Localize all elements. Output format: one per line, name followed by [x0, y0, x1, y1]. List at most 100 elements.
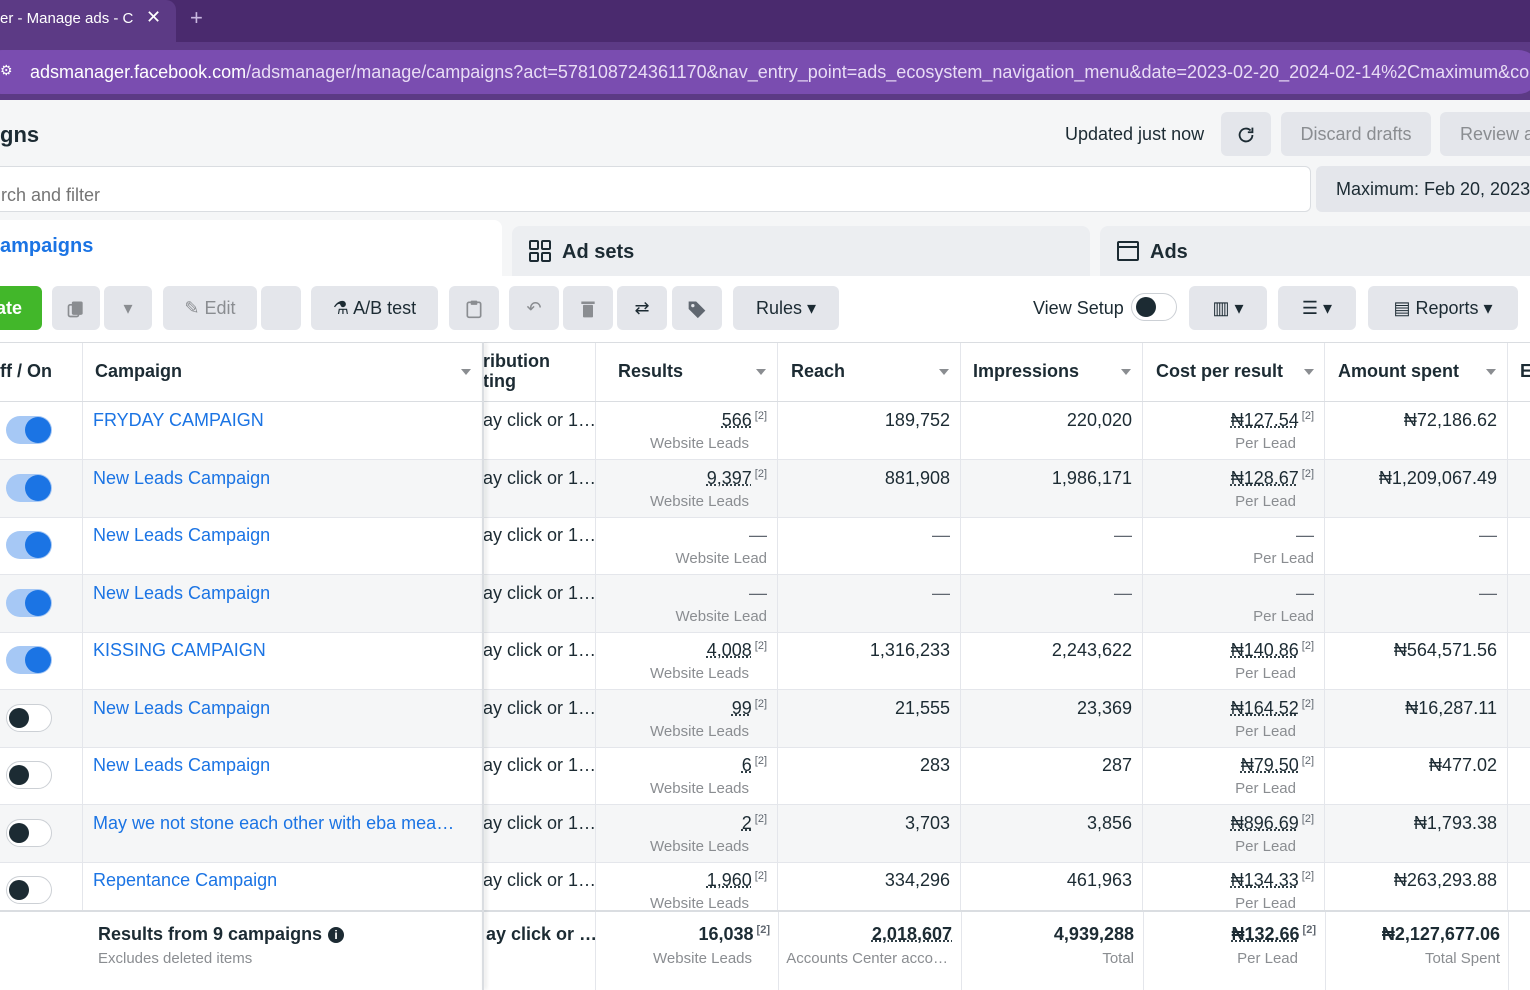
reports-dropdown[interactable]: ▤ Reports ▾ — [1368, 286, 1518, 330]
cost-value[interactable]: ₦164.52 [2] — [1230, 697, 1314, 718]
table-row[interactable]: May we not stone each other with eba mea… — [0, 804, 1530, 863]
campaign-link[interactable]: KISSING CAMPAIGN — [93, 640, 266, 660]
table-row[interactable]: New Leads Campaign ay click or 1… 9,397 [2]… — [0, 459, 1530, 518]
campaign-toggle[interactable] — [6, 703, 52, 732]
clipboard-button[interactable] — [449, 286, 499, 330]
reach-cell: 1,316,233 — [778, 632, 961, 689]
cost-value[interactable]: ₦134.33 [2] — [1230, 870, 1314, 890]
campaign-link[interactable]: New Leads Campaign — [93, 755, 271, 775]
sort-icon[interactable] — [939, 369, 949, 375]
browser-tab[interactable]: er - Manage ads - C ✕ — [0, 0, 176, 42]
sort-icon[interactable] — [1121, 369, 1131, 375]
results-value[interactable]: 9,397 [2] — [706, 467, 767, 488]
results-value[interactable]: 4,008 [2] — [706, 640, 767, 660]
sort-icon[interactable] — [461, 369, 471, 375]
column-results[interactable]: Results — [596, 343, 778, 401]
campaign-link[interactable]: New Leads Campaign — [93, 467, 271, 488]
column-amount-spent[interactable]: Amount spent — [1325, 343, 1508, 401]
column-cost-per-result[interactable]: Cost per result — [1143, 343, 1325, 401]
campaign-toggle[interactable] — [6, 818, 52, 847]
campaign-link[interactable]: New Leads Campaign — [93, 582, 271, 603]
sort-icon[interactable] — [1304, 369, 1314, 375]
refresh-button[interactable] — [1221, 112, 1271, 156]
impressions-value: — — [1114, 525, 1132, 545]
results-value[interactable]: 1,960 [2] — [706, 870, 767, 890]
delete-button[interactable] — [563, 286, 613, 330]
cost-cell: ₦128.67 [2] Per Lead — [1143, 459, 1325, 517]
view-setup-toggle[interactable] — [1131, 293, 1177, 321]
campaign-link[interactable]: Repentance Campaign — [93, 870, 278, 890]
breakdown-dropdown[interactable]: ☰ ▾ — [1278, 286, 1356, 330]
column-reach[interactable]: Reach — [778, 343, 961, 401]
columns-dropdown[interactable]: ▥ ▾ — [1189, 286, 1267, 330]
column-next[interactable]: E — [1520, 361, 1530, 381]
create-button[interactable]: ate — [0, 286, 42, 330]
tab-ads[interactable]: Ads — [1100, 226, 1530, 276]
cost-value[interactable]: ₦896.69 [2] — [1230, 812, 1314, 833]
campaign-link[interactable]: New Leads Campaign — [93, 525, 271, 545]
campaign-link[interactable]: New Leads Campaign — [93, 697, 271, 718]
cost-label: Per Lead — [1235, 665, 1296, 682]
impressions-value: 287 — [1101, 755, 1132, 775]
campaign-toggle[interactable] — [6, 646, 52, 674]
discard-drafts-button[interactable]: Discard drafts — [1281, 112, 1431, 156]
tab-ad-sets[interactable]: Ad sets — [512, 226, 1090, 276]
close-icon[interactable]: ✕ — [146, 7, 162, 27]
tag-button[interactable] — [672, 286, 722, 330]
export-preview-button[interactable]: ⇄ — [617, 286, 667, 330]
cost-value[interactable]: ₦127.54 [2] — [1230, 410, 1314, 430]
results-value[interactable]: 566 [2] — [721, 410, 767, 430]
column-campaign[interactable]: Campaign — [83, 343, 483, 401]
campaign-link[interactable]: FRYDAY CAMPAIGN — [93, 410, 264, 430]
sort-icon[interactable] — [756, 369, 766, 375]
reach-cell: 283 — [778, 747, 961, 804]
spent-cell: ₦564,571.56 — [1325, 632, 1508, 689]
campaign-toggle[interactable] — [6, 473, 52, 502]
search-input[interactable] — [0, 166, 1311, 212]
edit-more-button[interactable] — [261, 286, 301, 330]
address-bar[interactable]: ⚙ adsmanager.facebook.com/adsmanager/man… — [0, 50, 1530, 94]
undo-button[interactable]: ↶ — [509, 286, 559, 330]
new-tab-icon[interactable]: + — [190, 5, 203, 30]
impressions-value: 220,020 — [1066, 410, 1132, 430]
cost-value[interactable]: ₦140.86 [2] — [1230, 640, 1314, 660]
cost-value[interactable]: ₦79.50 [2] — [1240, 755, 1314, 775]
review-publish-button[interactable]: Review a — [1440, 112, 1530, 156]
campaign-toggle[interactable] — [6, 761, 52, 789]
results-value[interactable]: 99 [2] — [731, 697, 767, 718]
table-row[interactable]: FRYDAY CAMPAIGN ay click or 1… 566 [2] Websi… — [0, 402, 1530, 460]
table-row[interactable]: KISSING CAMPAIGN ay click or 1… 4,008 [2] We… — [0, 632, 1530, 690]
cost-value[interactable]: ₦128.67 [2] — [1230, 467, 1314, 488]
sort-icon[interactable] — [1486, 369, 1496, 375]
column-off-on[interactable]: ff / On — [0, 343, 83, 401]
column-impressions[interactable]: Impressions — [961, 343, 1143, 401]
results-value[interactable]: 6 [2] — [741, 755, 767, 775]
duplicate-button[interactable] — [52, 286, 100, 330]
column-attribution-setting[interactable]: ribution ting — [483, 343, 596, 401]
ab-test-button[interactable]: ⚗ A/B test — [311, 286, 438, 330]
table-row[interactable]: New Leads Campaign ay click or 1… — Website… — [0, 574, 1530, 633]
table-row[interactable]: New Leads Campaign ay click or 1… 99 [2] Web… — [0, 689, 1530, 748]
rules-dropdown[interactable]: Rules ▾ — [733, 286, 839, 330]
campaign-link[interactable]: May we not stone each other with eba mea… — [93, 812, 463, 833]
campaign-toggle[interactable] — [6, 876, 52, 904]
campaign-toggle[interactable] — [6, 416, 52, 444]
spent-value: ₦1,793.38 — [1413, 812, 1497, 833]
campaign-toggle[interactable] — [6, 588, 52, 617]
edit-button[interactable]: ✎ Edit — [163, 286, 257, 330]
site-settings-icon[interactable]: ⚙ — [0, 62, 13, 78]
table-row[interactable]: New Leads Campaign ay click or 1… — Website… — [0, 517, 1530, 575]
rules-label: Rules — [755, 298, 802, 318]
tab-campaigns-label: ampaigns — [0, 235, 94, 257]
table-row[interactable]: Repentance Campaign ay click or 1… 1,960 [2… — [0, 862, 1530, 920]
impressions-cell: 3,856 — [961, 804, 1143, 862]
info-icon[interactable]: i — [328, 927, 345, 943]
results-value[interactable]: 2 [2] — [741, 812, 767, 833]
campaign-toggle[interactable] — [6, 531, 52, 559]
tab-campaigns[interactable]: ampaigns — [0, 220, 502, 276]
table-row[interactable]: New Leads Campaign ay click or 1… 6 [2] Webs… — [0, 747, 1530, 805]
date-range-picker[interactable]: Maximum: Feb 20, 2023 - — [1316, 166, 1530, 212]
duplicate-dropdown-button[interactable]: ▾ — [104, 286, 152, 330]
summary-subtitle: Excludes deleted items — [98, 950, 253, 967]
cost-cell: ₦134.33 [2] Per Lead — [1143, 862, 1325, 919]
